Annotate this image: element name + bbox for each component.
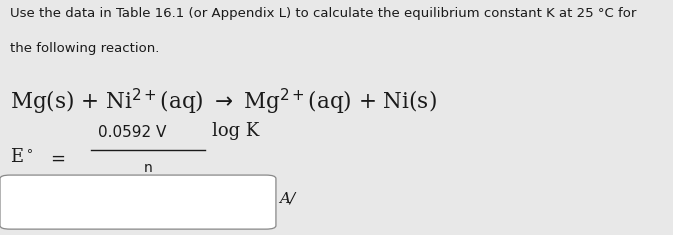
Text: $=$: $=$ [47,149,66,166]
Text: 0.0592 V: 0.0592 V [98,125,166,140]
Text: n: n [143,161,152,175]
Text: the following reaction.: the following reaction. [10,42,160,55]
Text: Use the data in Table 16.1 (or Appendix L) to calculate the equilibrium constant: Use the data in Table 16.1 (or Appendix … [10,7,637,20]
FancyBboxPatch shape [0,175,276,229]
Text: A/: A/ [279,192,295,206]
Text: log K: log K [212,122,259,140]
Text: E$^\circ$: E$^\circ$ [10,149,34,166]
Text: Mg(s) + Ni$^{2+}$(aq) $\rightarrow$ Mg$^{2+}$(aq) + Ni(s): Mg(s) + Ni$^{2+}$(aq) $\rightarrow$ Mg$^… [10,87,437,117]
